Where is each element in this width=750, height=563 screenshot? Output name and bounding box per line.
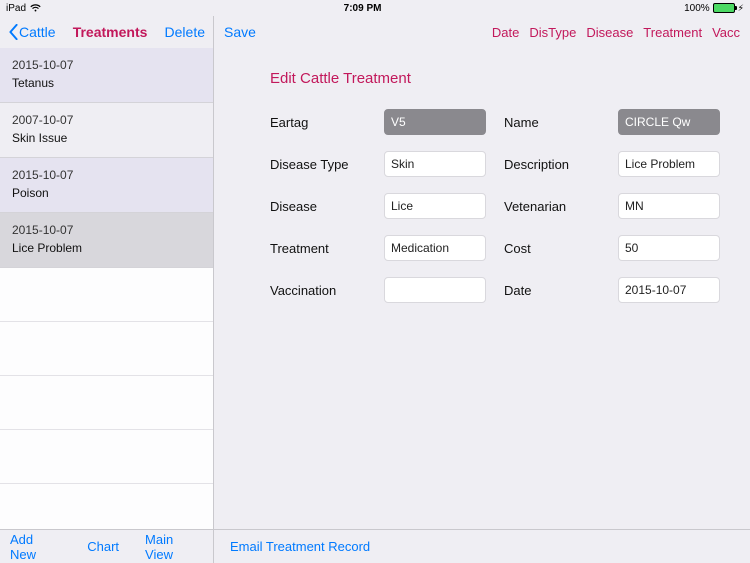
main-view-button[interactable]: Main View bbox=[145, 532, 203, 562]
label-eartag: Eartag bbox=[270, 115, 366, 130]
filter-date[interactable]: Date bbox=[492, 25, 519, 40]
back-label: Cattle bbox=[19, 24, 56, 40]
wifi-icon bbox=[30, 4, 41, 12]
vetenarian-field[interactable]: MN bbox=[618, 193, 720, 219]
treatment-field[interactable]: Medication bbox=[384, 235, 486, 261]
battery-percent: 100% bbox=[684, 3, 710, 14]
filter-disease[interactable]: Disease bbox=[586, 25, 633, 40]
label-cost: Cost bbox=[504, 241, 600, 256]
description-field[interactable]: Lice Problem bbox=[618, 151, 720, 177]
empty-row bbox=[0, 268, 213, 322]
list-item-date: 2015-10-07 bbox=[12, 56, 201, 74]
sidebar: Cattle Treatments Delete 2015-10-07 Teta… bbox=[0, 16, 214, 563]
detail-footer: Email Treatment Record bbox=[214, 529, 750, 563]
treatment-list: 2015-10-07 Tetanus 2007-10-07 Skin Issue… bbox=[0, 48, 213, 529]
form-title: Edit Cattle Treatment bbox=[270, 70, 720, 87]
filter-bar: Date DisType Disease Treatment Vacc bbox=[492, 25, 740, 40]
form: Edit Cattle Treatment Eartag V5 Name CIR… bbox=[214, 48, 750, 529]
list-item-title: Tetanus bbox=[12, 74, 201, 92]
list-item-date: 2015-10-07 bbox=[12, 166, 201, 184]
label-vetenarian: Vetenarian bbox=[504, 199, 600, 214]
label-disease: Disease bbox=[270, 199, 366, 214]
list-item-date: 2015-10-07 bbox=[12, 221, 201, 239]
sidebar-title: Treatments bbox=[56, 24, 165, 40]
vaccination-field[interactable] bbox=[384, 277, 486, 303]
filter-distype[interactable]: DisType bbox=[529, 25, 576, 40]
eartag-field: V5 bbox=[384, 109, 486, 135]
delete-button[interactable]: Delete bbox=[165, 24, 205, 40]
label-treatment: Treatment bbox=[270, 241, 366, 256]
email-record-button[interactable]: Email Treatment Record bbox=[230, 539, 370, 554]
sidebar-nav: Cattle Treatments Delete bbox=[0, 16, 213, 48]
device-label: iPad bbox=[6, 3, 26, 14]
save-button[interactable]: Save bbox=[224, 24, 256, 40]
detail-nav: Save Date DisType Disease Treatment Vacc bbox=[214, 16, 750, 48]
label-date: Date bbox=[504, 283, 600, 298]
list-item[interactable]: 2015-10-07 Lice Problem bbox=[0, 213, 213, 268]
disease-field[interactable]: Lice bbox=[384, 193, 486, 219]
label-name: Name bbox=[504, 115, 600, 130]
disease-type-field[interactable]: Skin bbox=[384, 151, 486, 177]
list-item[interactable]: 2015-10-07 Tetanus bbox=[0, 48, 213, 103]
date-field[interactable]: 2015-10-07 bbox=[618, 277, 720, 303]
cost-field[interactable]: 50 bbox=[618, 235, 720, 261]
label-vaccination: Vaccination bbox=[270, 283, 366, 298]
empty-row bbox=[0, 376, 213, 430]
clock: 7:09 PM bbox=[41, 3, 684, 14]
list-item-date: 2007-10-07 bbox=[12, 111, 201, 129]
empty-row bbox=[0, 430, 213, 484]
list-item-title: Poison bbox=[12, 184, 201, 202]
filter-treatment[interactable]: Treatment bbox=[643, 25, 702, 40]
charging-icon: ⚡︎ bbox=[738, 3, 744, 14]
battery-icon bbox=[713, 3, 735, 13]
filter-vacc[interactable]: Vacc bbox=[712, 25, 740, 40]
chart-button[interactable]: Chart bbox=[87, 539, 119, 554]
sidebar-footer: Add New Chart Main View bbox=[0, 529, 213, 563]
status-bar: iPad 7:09 PM 100% ⚡︎ bbox=[0, 0, 750, 16]
empty-row bbox=[0, 322, 213, 376]
list-item-title: Skin Issue bbox=[12, 129, 201, 147]
list-item[interactable]: 2015-10-07 Poison bbox=[0, 158, 213, 213]
back-button[interactable]: Cattle bbox=[8, 24, 56, 40]
detail-pane: Save Date DisType Disease Treatment Vacc… bbox=[214, 16, 750, 563]
add-new-button[interactable]: Add New bbox=[10, 532, 61, 562]
list-item-title: Lice Problem bbox=[12, 239, 201, 257]
empty-row bbox=[0, 484, 213, 529]
label-disease-type: Disease Type bbox=[270, 157, 366, 172]
name-field: CIRCLE Qw bbox=[618, 109, 720, 135]
label-description: Description bbox=[504, 157, 600, 172]
list-item[interactable]: 2007-10-07 Skin Issue bbox=[0, 103, 213, 158]
